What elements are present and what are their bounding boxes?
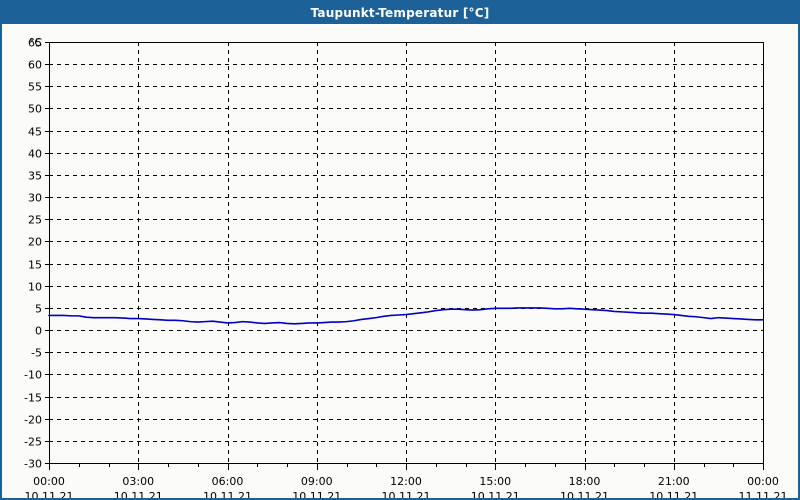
y-axis-tick-label: 25 bbox=[28, 214, 42, 227]
y-axis-unit-label: °C bbox=[29, 36, 43, 49]
window-title-bar: Taupunkt-Temperatur [°C] bbox=[2, 2, 798, 24]
y-axis-tick-label: 30 bbox=[28, 192, 42, 205]
y-axis-tick-label: 60 bbox=[28, 59, 42, 72]
chart-canvas: 65 60 55 50 45 40 35 30 25 20 15 10 5 0 -5 -10 -15 -20 -25… bbox=[2, 24, 798, 498]
y-axis-tick-label: -5 bbox=[31, 347, 42, 360]
x-axis-date-label: 10.11.21 bbox=[114, 490, 163, 498]
y-axis-tick-label: 10 bbox=[28, 281, 42, 294]
axis-frame bbox=[48, 41, 765, 465]
y-axis-tick-label: 20 bbox=[28, 236, 42, 249]
x-axis-time-label: 15:00 bbox=[479, 475, 511, 488]
x-axis-time-label: 00:00 bbox=[747, 475, 779, 488]
y-axis-tick-label: 0 bbox=[35, 325, 42, 338]
y-axis-tick-label: -25 bbox=[24, 436, 42, 449]
y-axis-tick-label: 50 bbox=[28, 103, 42, 116]
y-axis-tick-label: -30 bbox=[24, 458, 42, 471]
y-axis-ticks bbox=[45, 42, 49, 464]
y-axis-tick-label: 65 bbox=[28, 37, 42, 50]
x-axis-time-label: 12:00 bbox=[390, 475, 422, 488]
y-axis-tick-label: -20 bbox=[24, 414, 42, 427]
y-axis-tick-label: 40 bbox=[28, 148, 42, 161]
y-axis-tick-label: 55 bbox=[28, 81, 42, 94]
y-axis-tick-label: 5 bbox=[35, 303, 42, 316]
y-axis-tick-label: 15 bbox=[28, 259, 42, 272]
x-axis-date-label: 10.11.21 bbox=[560, 490, 609, 498]
x-axis-major-ticks bbox=[49, 463, 764, 470]
y-axis-tick-label: -10 bbox=[24, 369, 42, 382]
x-axis-date-label: 10.11.21 bbox=[471, 490, 520, 498]
line-chart: 65605550454035302520151050-5-10-15-20-25… bbox=[2, 24, 798, 498]
x-axis-date-label: 10.11.21 bbox=[649, 490, 698, 498]
series-line-taupunkt bbox=[48, 307, 764, 325]
y-axis-tick-label: 45 bbox=[28, 126, 42, 139]
x-axis-date-label: 10.11.21 bbox=[382, 490, 431, 498]
x-axis-time-label: 18:00 bbox=[569, 475, 601, 488]
y-axis-tick-label: 35 bbox=[28, 170, 42, 183]
vertical-gridlines bbox=[138, 42, 675, 463]
x-axis-time-label: 00:00 bbox=[33, 475, 65, 488]
x-axis-time-label: 06:00 bbox=[212, 475, 244, 488]
x-axis-time-label: 09:00 bbox=[301, 475, 333, 488]
y-axis-tick-label: -15 bbox=[24, 392, 42, 405]
y-axis-labels: 65605550454035302520151050-5-10-15-20-25… bbox=[24, 37, 42, 471]
x-axis-time-label: 21:00 bbox=[658, 475, 690, 488]
x-axis-date-label: 10.11.21 bbox=[203, 490, 252, 498]
x-axis-date-label: 10.11.21 bbox=[25, 490, 74, 498]
x-axis-time-label: 03:00 bbox=[122, 475, 154, 488]
x-axis-labels: 00:00 10.11.21 03:00 10.11.21 06:00 10.11.21 0… bbox=[25, 475, 788, 498]
page-title: Taupunkt-Temperatur [°C] bbox=[310, 6, 490, 20]
x-axis-date-label: 10.11.21 bbox=[292, 490, 341, 498]
x-axis-date-label: 11.11.21 bbox=[739, 490, 788, 498]
chart-background bbox=[2, 24, 798, 498]
horizontal-gridlines bbox=[49, 42, 763, 442]
